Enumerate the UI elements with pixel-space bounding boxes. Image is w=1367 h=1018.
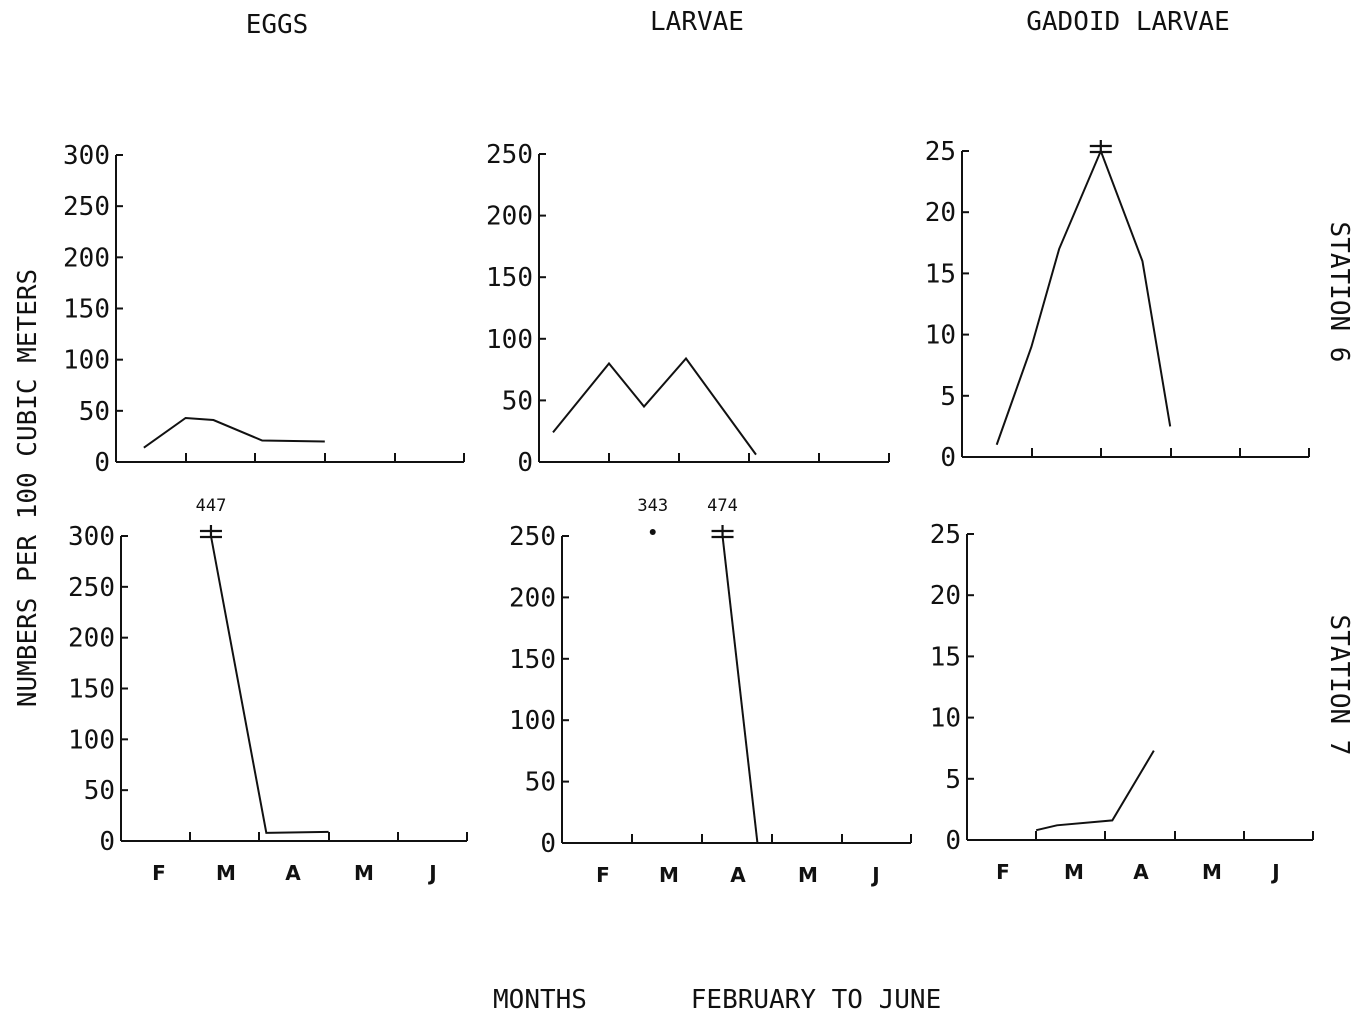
- x-axis-label-months: MONTHS: [493, 985, 587, 1015]
- x-tick-label: M: [216, 861, 236, 885]
- y-tick-label: 25: [930, 520, 961, 550]
- series-line: [143, 416, 325, 449]
- x-tick-label: M: [659, 863, 679, 887]
- y-tick-label: 0: [94, 448, 110, 478]
- y-tick-label: 150: [63, 295, 110, 325]
- y-tick-label: 250: [486, 140, 533, 170]
- y-tick-label: 100: [63, 346, 110, 376]
- x-tick-label: F: [996, 860, 1010, 884]
- data-label: 343: [637, 496, 668, 516]
- series-line: [552, 356, 757, 456]
- y-tick-label: 5: [940, 382, 956, 412]
- y-tick-label: 10: [930, 704, 961, 734]
- y-tick-label: 200: [63, 243, 110, 273]
- y-tick-label: 15: [925, 259, 956, 289]
- y-tick-label: 250: [68, 573, 115, 603]
- y-tick-label: 0: [517, 448, 533, 478]
- x-tick-label: M: [354, 861, 374, 885]
- y-tick-label: 15: [930, 642, 961, 672]
- series-line: [1035, 750, 1155, 832]
- series-line: [209, 535, 329, 834]
- y-tick-label: 300: [63, 141, 110, 171]
- panel-gadoid-larvae-station-6: 0 5 10 15 20 25: [925, 137, 1310, 473]
- y-tick-label: 50: [502, 386, 533, 416]
- y-tick-label: 100: [509, 706, 556, 736]
- panel-eggs-station-7: 0 50 100 150 200 250 300 F M A M J 447: [68, 496, 468, 885]
- y-tick-label: 50: [79, 397, 110, 427]
- y-tick-label: 50: [84, 776, 115, 806]
- column-title-gadoid-larvae: GADOID LARVAE: [1026, 7, 1230, 37]
- y-tick-label: 200: [509, 583, 556, 613]
- x-tick-label: M: [798, 863, 818, 887]
- y-tick-label: 20: [925, 198, 956, 228]
- y-tick-label: 0: [945, 826, 961, 856]
- x-tick-label: J: [1270, 860, 1279, 884]
- y-tick-label: 0: [940, 443, 956, 473]
- y-tick-label: 25: [925, 137, 956, 167]
- x-tick-label: A: [730, 863, 746, 887]
- y-tick-label: 250: [63, 192, 110, 222]
- x-tick-label: J: [870, 863, 879, 887]
- x-tick-label: J: [427, 861, 436, 885]
- y-tick-label: 300: [68, 522, 115, 552]
- series-line: [721, 535, 759, 844]
- y-tick-label: 10: [925, 321, 956, 351]
- y-tick-label: 20: [930, 581, 961, 611]
- x-axis-label-range: FEBRUARY TO JUNE: [691, 985, 941, 1015]
- row-label-station-7: STATION 7: [1324, 615, 1354, 756]
- column-title-eggs: EGGS: [246, 10, 309, 40]
- x-tick-label: M: [1064, 860, 1084, 884]
- x-tick-label: A: [1133, 860, 1149, 884]
- y-tick-label: 100: [68, 725, 115, 755]
- data-label: 447: [196, 496, 227, 516]
- x-tick-label: F: [152, 861, 166, 885]
- y-tick-label: 200: [486, 202, 533, 232]
- y-tick-label: 5: [945, 765, 961, 795]
- x-tick-label: F: [596, 863, 610, 887]
- y-tick-label: 50: [525, 768, 556, 798]
- x-tick-label: M: [1202, 860, 1222, 884]
- y-tick-label: 150: [486, 263, 533, 293]
- y-tick-label: 100: [486, 325, 533, 355]
- panel-larvae-station-6: 0 50 100 150 200 250: [486, 140, 890, 478]
- y-tick-label: 0: [99, 827, 115, 857]
- y-tick-label: 250: [509, 522, 556, 552]
- y-tick-label: 150: [68, 675, 115, 705]
- column-title-larvae: LARVAE: [650, 7, 744, 37]
- row-label-station-6: STATION 6: [1324, 222, 1354, 363]
- y-axis-label: NUMBERS PER 100 CUBIC METERS: [13, 269, 43, 707]
- off-scale-point: [649, 529, 656, 535]
- series-line: [995, 148, 1172, 446]
- x-tick-label: A: [285, 861, 301, 885]
- panel-gadoid-larvae-station-7: 0 5 10 15 20 25 F M A M J: [930, 520, 1314, 884]
- data-label: 474: [707, 496, 738, 516]
- y-tick-label: 0: [540, 829, 556, 859]
- y-tick-label: 150: [509, 645, 556, 675]
- panel-eggs-station-6: 0 50 100 150 200 250 300: [63, 141, 465, 478]
- panel-larvae-station-7: 0 50 100 150 200 250 F M A M J 343 474: [509, 496, 912, 887]
- y-tick-label: 200: [68, 624, 115, 654]
